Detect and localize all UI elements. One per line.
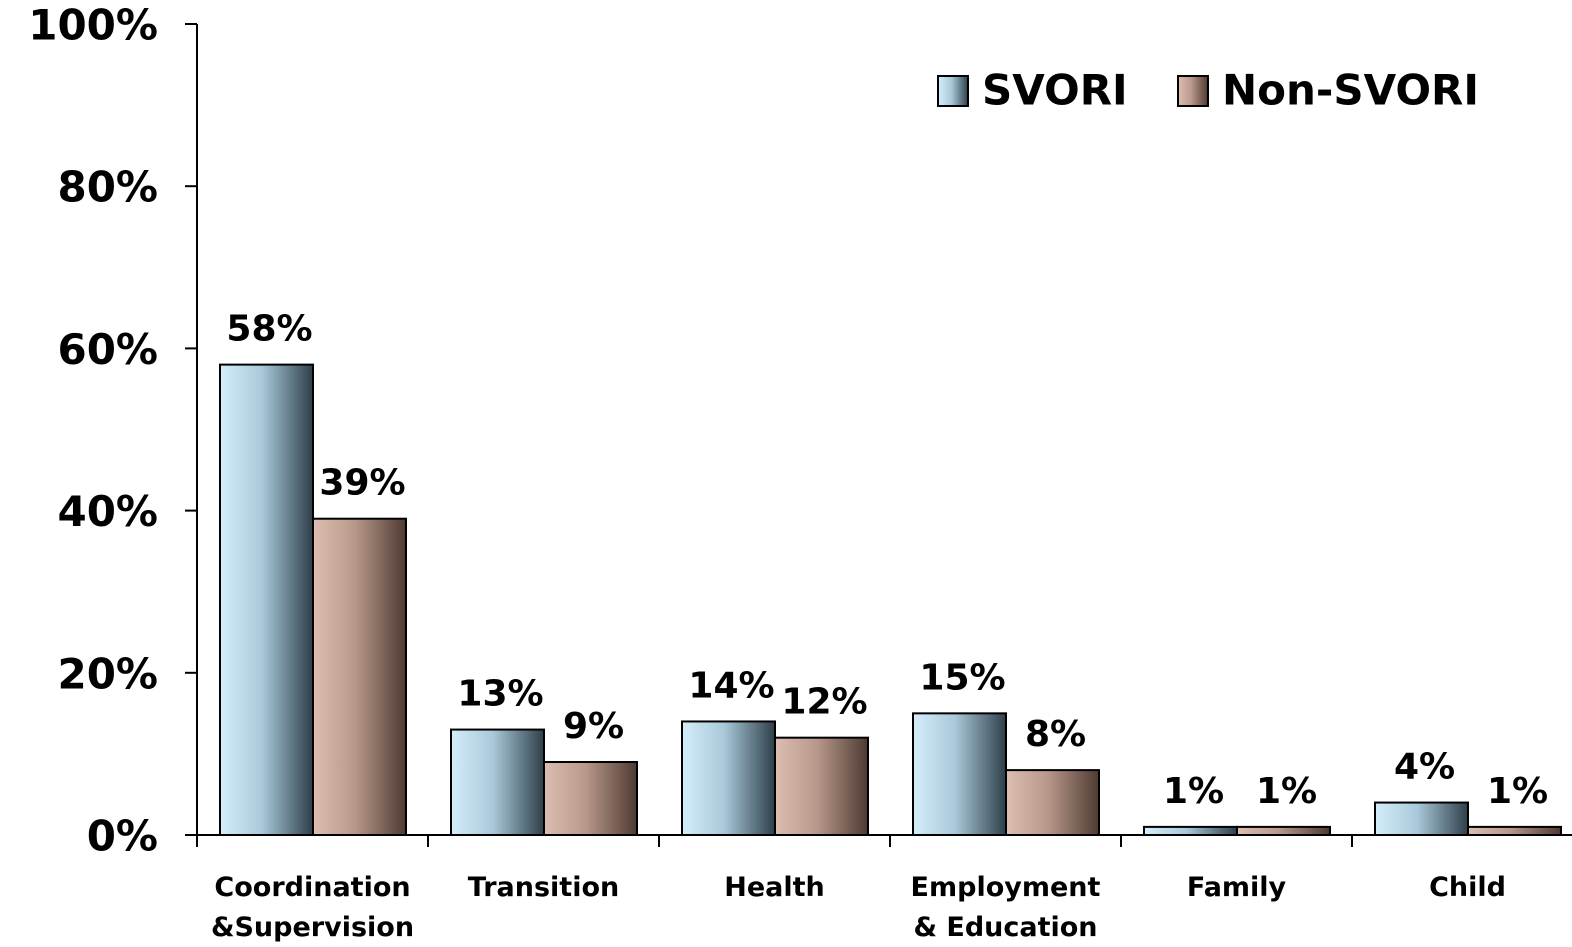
- bar: [1143, 825, 1238, 837]
- bar: [1467, 825, 1562, 837]
- bar: [681, 720, 776, 837]
- value-label: 13%: [457, 674, 543, 715]
- y-tick-label: 60%: [57, 325, 158, 374]
- y-tick-label: 20%: [57, 649, 158, 698]
- y-tick-label: 100%: [28, 1, 158, 50]
- legend-label: Non-SVORI: [1222, 66, 1479, 115]
- value-label: 58%: [226, 309, 312, 350]
- value-label: 9%: [563, 706, 624, 747]
- legend-swatch: [937, 75, 969, 107]
- bar: [450, 728, 545, 837]
- y-tick-label: 80%: [57, 163, 158, 212]
- bar: [774, 736, 869, 836]
- value-label: 15%: [919, 657, 1005, 698]
- value-label: 1%: [1256, 771, 1317, 812]
- x-tick-label: Employment & Education: [910, 872, 1101, 943]
- bar: [1236, 825, 1331, 837]
- legend-label: SVORI: [982, 66, 1128, 115]
- bar: [1005, 769, 1100, 836]
- x-tick-label: Health: [724, 872, 825, 903]
- legend-swatch: [1177, 75, 1209, 107]
- bar: [1374, 801, 1469, 836]
- y-tick-label: 0%: [87, 812, 158, 861]
- value-label: 1%: [1163, 771, 1224, 812]
- bar: [912, 712, 1007, 836]
- x-tick-label: Family: [1186, 872, 1287, 903]
- bar: [312, 517, 407, 837]
- value-label: 8%: [1025, 714, 1086, 755]
- value-label: 39%: [319, 463, 405, 504]
- value-label: 4%: [1394, 747, 1455, 788]
- value-label: 1%: [1487, 771, 1548, 812]
- bar: [219, 363, 314, 836]
- value-label: 12%: [781, 682, 867, 723]
- bar: [543, 761, 638, 837]
- y-tick-label: 40%: [57, 487, 158, 536]
- x-tick-label: Coordination &Supervision: [210, 872, 415, 943]
- x-tick-label: Transition: [467, 872, 620, 903]
- x-tick-label: Child: [1429, 872, 1506, 903]
- value-label: 14%: [688, 665, 774, 706]
